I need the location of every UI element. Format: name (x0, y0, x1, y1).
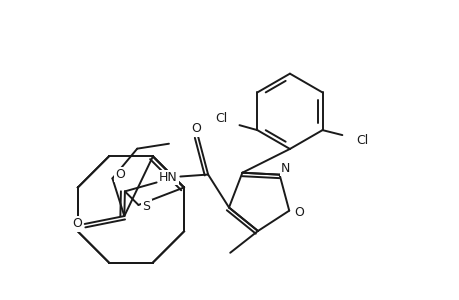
Text: N: N (280, 162, 290, 175)
Text: Cl: Cl (355, 134, 368, 146)
Text: O: O (72, 218, 82, 230)
Text: Cl: Cl (215, 112, 227, 125)
Text: O: O (115, 168, 125, 181)
Text: S: S (142, 200, 150, 213)
Text: HN: HN (159, 171, 178, 184)
Text: O: O (191, 122, 201, 136)
Text: O: O (294, 206, 303, 219)
